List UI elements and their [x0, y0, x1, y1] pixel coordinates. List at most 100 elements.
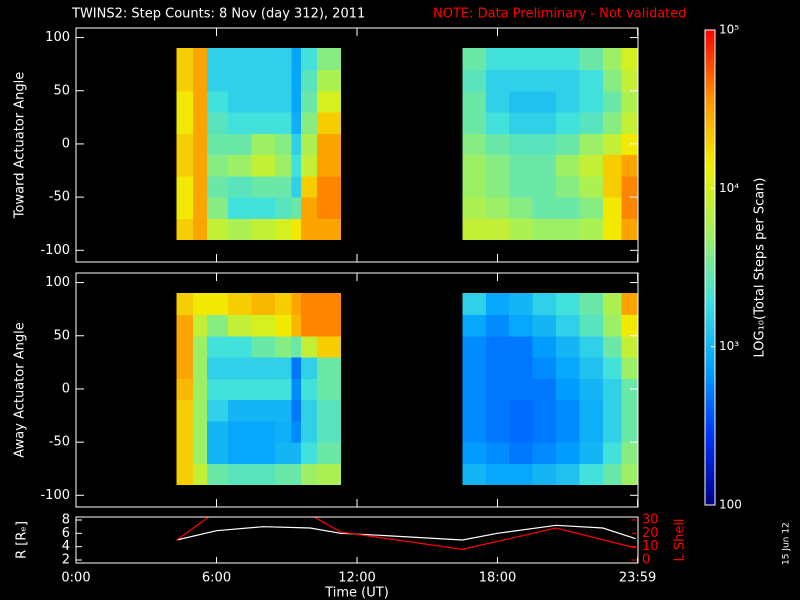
heatmap-cell — [579, 420, 604, 443]
heatmap-cell — [193, 378, 208, 401]
heatmap-cell — [251, 335, 276, 358]
colorbar-tick-label: 100 — [719, 498, 742, 512]
heatmap-cell — [602, 335, 623, 358]
heatmap-cell — [251, 420, 276, 443]
heatmap-cell — [485, 335, 510, 358]
heatmap-cell — [509, 154, 534, 177]
heatmap-cell — [556, 197, 580, 219]
heatmap-cell — [291, 335, 302, 358]
y2-axis-label: L Shell — [673, 518, 688, 561]
plot-frame — [75, 516, 639, 564]
heatmap-cell — [251, 218, 276, 241]
heatmap-cell — [291, 218, 302, 241]
heatmap-cell — [176, 420, 194, 443]
heatmap-cell — [485, 378, 510, 401]
heatmap-cell — [602, 399, 623, 422]
heatmap-cell — [300, 175, 318, 198]
y-tick-label: 4 — [62, 539, 70, 554]
heatmap-cell — [317, 154, 342, 177]
heatmap-cell — [579, 293, 604, 315]
heatmap-cell — [462, 175, 487, 198]
heatmap-cell — [579, 48, 604, 70]
heatmap-cell — [462, 442, 487, 464]
heatmap-cell — [621, 314, 639, 337]
heatmap-cell — [509, 48, 534, 70]
note: NOTE: Data Preliminary - Not validated — [433, 7, 687, 22]
heatmap-cell — [251, 133, 276, 156]
y-tick-label: 8 — [62, 513, 70, 528]
heatmap-cell — [300, 197, 318, 219]
heatmap-cell — [485, 175, 510, 198]
heatmap-cell — [621, 48, 639, 70]
heatmap-cell — [485, 69, 510, 92]
heatmap-cell — [462, 154, 487, 177]
y-tick-label: 6 — [62, 526, 70, 541]
heatmap-cell — [207, 420, 229, 443]
heatmap-cell — [579, 218, 604, 241]
heatmap-cell — [275, 112, 292, 134]
heatmap-cell — [532, 175, 557, 198]
heatmap-cell — [462, 48, 487, 70]
heatmap-cell — [251, 48, 276, 70]
heatmap-cell — [462, 293, 487, 315]
heatmap-cell — [228, 378, 253, 401]
heatmap-cell — [193, 154, 208, 177]
heatmap-cell — [579, 378, 604, 401]
heatmap-cell — [228, 154, 253, 177]
heatmap-cell — [621, 154, 639, 177]
heatmap-cell — [207, 442, 229, 464]
heatmap-cell — [176, 399, 194, 422]
heatmap-cell — [602, 90, 623, 113]
heatmap-cell — [275, 420, 292, 443]
heatmap-cell — [579, 399, 604, 422]
heatmap-cell — [300, 218, 318, 241]
heatmap-cell — [462, 218, 487, 241]
y-tick-label: -50 — [49, 435, 70, 450]
heatmap-cell — [251, 314, 276, 337]
heatmap-cell — [251, 399, 276, 422]
heatmap-cell — [602, 442, 623, 464]
heatmap-cell — [485, 442, 510, 464]
y2-tick-label: 30 — [642, 513, 659, 528]
heatmap-cell — [176, 218, 194, 241]
y-tick-label: 2 — [62, 553, 70, 568]
heatmap-cell — [275, 48, 292, 70]
heatmap-cell — [207, 293, 229, 315]
heatmap-cell — [532, 197, 557, 219]
heatmap-cell — [317, 420, 342, 443]
y2-tick-label: 20 — [642, 526, 659, 541]
heatmap-cell — [556, 357, 580, 379]
heatmap-cell — [275, 335, 292, 358]
heatmap-cell — [251, 90, 276, 113]
heatmap-cell — [275, 378, 292, 401]
heatmap-cell — [485, 133, 510, 156]
heatmap-cell — [621, 69, 639, 92]
heatmap-cell — [462, 112, 487, 134]
heatmap-cell — [556, 335, 580, 358]
heatmap-cell — [317, 463, 342, 486]
heatmap-cell — [485, 293, 510, 315]
heatmap-cell — [556, 378, 580, 401]
heatmap-cell — [317, 133, 342, 156]
heatmap-cell — [207, 133, 229, 156]
heatmap-cell — [291, 69, 302, 92]
colorbar-tick-label: 10³ — [719, 339, 739, 353]
heatmap-cell — [579, 133, 604, 156]
heatmap-cell — [291, 463, 302, 486]
y-tick-label: -50 — [49, 190, 70, 205]
heatmap-cell — [509, 69, 534, 92]
y-tick-label: 100 — [45, 30, 70, 45]
heatmap-cell — [317, 293, 342, 315]
heatmap-cell — [176, 335, 194, 358]
heatmap-cell — [207, 335, 229, 358]
heatmap-cell — [251, 197, 276, 219]
heatmap-cell — [462, 197, 487, 219]
heatmap-cell — [275, 463, 292, 486]
heatmap-cell — [275, 197, 292, 219]
heatmap-cell — [251, 112, 276, 134]
heatmap-cell — [176, 48, 194, 70]
heatmap-cell — [509, 197, 534, 219]
heatmap-cell — [556, 463, 580, 486]
heatmap-cell — [176, 133, 194, 156]
